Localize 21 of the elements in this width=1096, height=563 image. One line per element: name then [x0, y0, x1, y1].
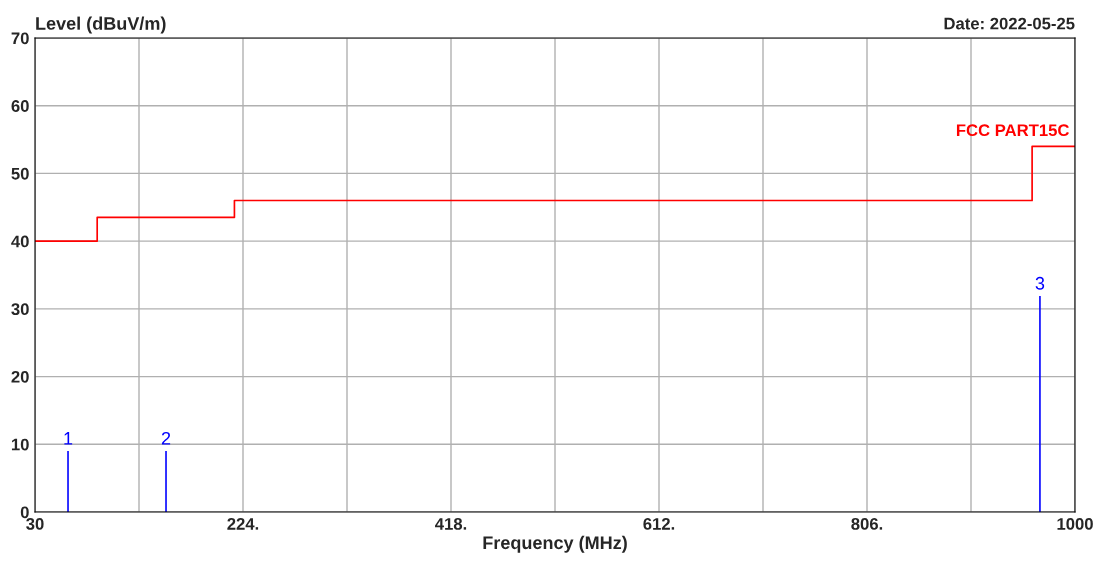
- y-tick-label: 60: [11, 100, 29, 112]
- y-axis-title: Level (dBuV/m): [36, 16, 166, 34]
- annotation: 1: [64, 432, 73, 445]
- y-tick-label: 40: [11, 235, 29, 248]
- x-axis-title: Frequency (MHz): [483, 535, 627, 553]
- y-tick-label: 50: [11, 167, 29, 180]
- x-tick-label: 612.: [643, 518, 675, 530]
- x-tick-label: 1000: [1057, 518, 1093, 530]
- text: Date: 2022-05-25: [944, 17, 1075, 30]
- x-tick-label: 30: [26, 518, 44, 530]
- x-tick-label: 806.: [851, 518, 883, 530]
- series-label: FCC PART15C: [956, 124, 1069, 137]
- x-tick-label: 224.: [227, 518, 259, 530]
- annotation: 3: [1035, 276, 1045, 290]
- y-tick-label: 20: [11, 370, 29, 383]
- y-tick-label: 10: [11, 438, 29, 451]
- y-tick-label: 0: [20, 506, 29, 519]
- y-tick-label: 30: [11, 303, 29, 316]
- x-tick-label: 418.: [435, 518, 467, 530]
- y-tick-label: 70: [11, 32, 29, 45]
- annotation: 2: [161, 431, 171, 445]
